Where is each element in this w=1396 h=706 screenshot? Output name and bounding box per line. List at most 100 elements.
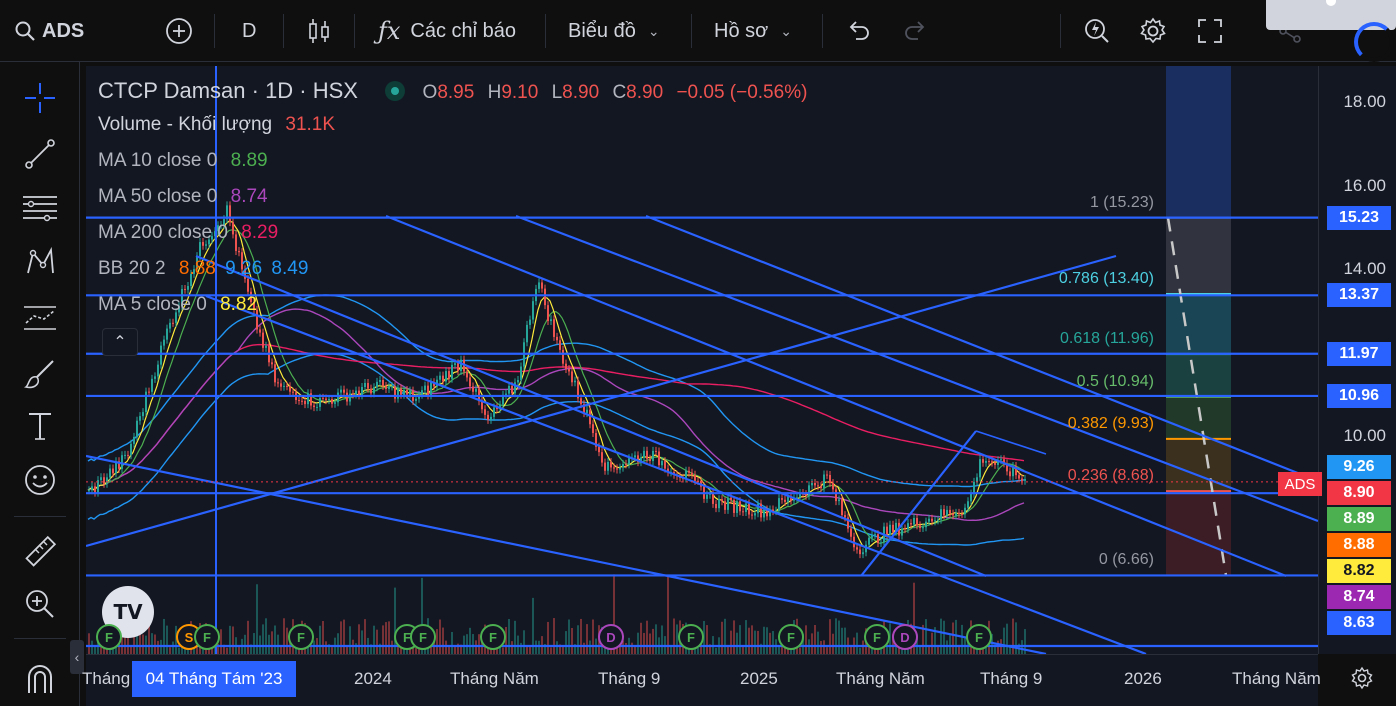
volume-bar — [274, 625, 276, 654]
financials-event[interactable]: F — [288, 624, 314, 650]
candle-body — [727, 497, 729, 510]
brush-icon — [24, 360, 54, 389]
candle-body — [115, 461, 117, 474]
financials-event[interactable]: F — [410, 624, 436, 650]
legend-bb[interactable]: BB 20 2 8.88 9.26 8.49 — [98, 258, 308, 280]
volume-bar — [805, 625, 807, 654]
fullscreen-button[interactable] — [1196, 0, 1224, 62]
volume-bar — [799, 647, 801, 654]
candle-body — [190, 273, 192, 287]
ruler-tool[interactable] — [20, 532, 60, 572]
emoji-tool[interactable] — [20, 460, 60, 500]
quick-search-button[interactable] — [1082, 0, 1112, 62]
financials-event[interactable]: F — [96, 624, 122, 650]
candle-body — [832, 482, 834, 490]
candle-body — [646, 450, 648, 459]
candle-body — [355, 390, 357, 395]
candle-body — [493, 407, 495, 417]
candle-body — [697, 480, 699, 482]
volume-bar — [655, 624, 657, 654]
candle-body — [889, 524, 891, 535]
candle-body — [763, 509, 765, 518]
candle-body — [118, 461, 120, 469]
financials-event[interactable]: F — [778, 624, 804, 650]
time-tick-label: Tháng 9 — [598, 669, 661, 688]
volume-bar — [928, 645, 930, 654]
redo-button[interactable] — [902, 0, 928, 62]
profile-dropdown[interactable]: Hồ sơ ⌄ — [714, 0, 792, 62]
volume-bar — [625, 642, 627, 654]
financials-event[interactable]: F — [480, 624, 506, 650]
fib-tool[interactable] — [20, 188, 60, 228]
candle-body — [382, 380, 384, 387]
trendline-tool[interactable] — [20, 134, 60, 174]
fib-extension-area — [1166, 66, 1231, 218]
forecast-tool[interactable] — [20, 298, 60, 338]
pattern-tool[interactable] — [20, 242, 60, 282]
text-tool[interactable] — [20, 406, 60, 446]
legend-ma5[interactable]: MA 5 close 0 8.82 — [98, 294, 257, 316]
candle-body — [574, 380, 576, 383]
price-badge: 8.90 — [1327, 480, 1391, 505]
compare-add-button[interactable] — [164, 0, 194, 62]
avatar[interactable] — [1354, 22, 1394, 62]
candle-body — [286, 385, 288, 387]
indicators-button[interactable]: ƒx Các chỉ báo — [378, 0, 516, 62]
volume-bar — [961, 624, 963, 654]
candle-body — [178, 306, 180, 313]
dividend-event[interactable]: D — [892, 624, 918, 650]
collapse-toolbar-button[interactable]: ‹ — [70, 640, 84, 674]
time-axis[interactable]: Tháng N 2024 Tháng Năm Tháng 9 2025 Tháng Năm… — [82, 654, 1321, 706]
legend-volume[interactable]: Volume - Khối lượng 31.1K — [98, 114, 335, 136]
candle-body — [979, 459, 981, 478]
volume-bar — [343, 619, 345, 654]
legend-ma50[interactable]: MA 50 close 0 8.74 — [98, 186, 268, 208]
axis-settings-button[interactable] — [1348, 664, 1376, 692]
settings-button[interactable] — [1138, 0, 1168, 62]
financials-event[interactable]: F — [864, 624, 890, 650]
candle-body — [859, 549, 861, 555]
candle-body — [652, 450, 654, 462]
chart-pane[interactable]: CTCP Damsan · 1D · HSX O8.95 H9.10 L8.90… — [86, 66, 1318, 654]
candle-body — [154, 376, 156, 379]
volume-bar — [703, 620, 705, 654]
rising-trend-line — [860, 430, 977, 577]
chevron-up-icon: ⌃ — [113, 334, 127, 351]
separator — [545, 14, 546, 48]
candle-body — [163, 339, 165, 346]
legend-ma10[interactable]: MA 10 close 0 8.89 — [98, 150, 268, 172]
crosshair-tool[interactable] — [20, 78, 60, 118]
smiley-icon — [25, 465, 55, 495]
price-badge: 8.63 — [1327, 610, 1391, 635]
separator — [14, 638, 66, 639]
undo-button[interactable] — [846, 0, 872, 62]
candle-body — [328, 399, 330, 401]
market-status-icon[interactable] — [385, 81, 406, 101]
volume-bar — [139, 628, 141, 654]
magnet-tool[interactable] — [20, 658, 60, 698]
bb-upper-line — [87, 294, 1025, 488]
financials-event[interactable]: F — [678, 624, 704, 650]
candle-body — [538, 282, 540, 289]
candle-body — [556, 336, 558, 341]
horizontal-lines-icon — [23, 196, 57, 222]
chart-style-button[interactable] — [306, 0, 332, 62]
dividend-event[interactable]: D — [598, 624, 624, 650]
legend-collapse-button[interactable]: ⌃ — [102, 328, 138, 356]
financials-event[interactable]: F — [966, 624, 992, 650]
financials-event[interactable]: F — [194, 624, 220, 650]
candle-body — [925, 521, 927, 528]
price-axis[interactable]: 18.00 16.00 14.00 10.00 15.23 13.37 11.97 10.9… — [1318, 66, 1396, 654]
chart-type-dropdown[interactable]: Biểu đồ ⌄ — [568, 0, 660, 62]
candle-body — [316, 406, 318, 408]
legend-ma200[interactable]: MA 200 close 0 8.29 — [98, 222, 278, 244]
interval-button[interactable]: D — [242, 0, 256, 62]
volume-bar — [136, 629, 138, 654]
candle-body — [394, 386, 396, 399]
fib-level-label: 0.382 (9.93) — [1067, 414, 1154, 432]
brush-tool[interactable] — [20, 354, 60, 394]
zoom-tool[interactable] — [20, 584, 60, 624]
candle-body — [856, 547, 858, 550]
volume-bar — [286, 627, 288, 654]
symbol-search[interactable]: ADS — [14, 0, 84, 62]
